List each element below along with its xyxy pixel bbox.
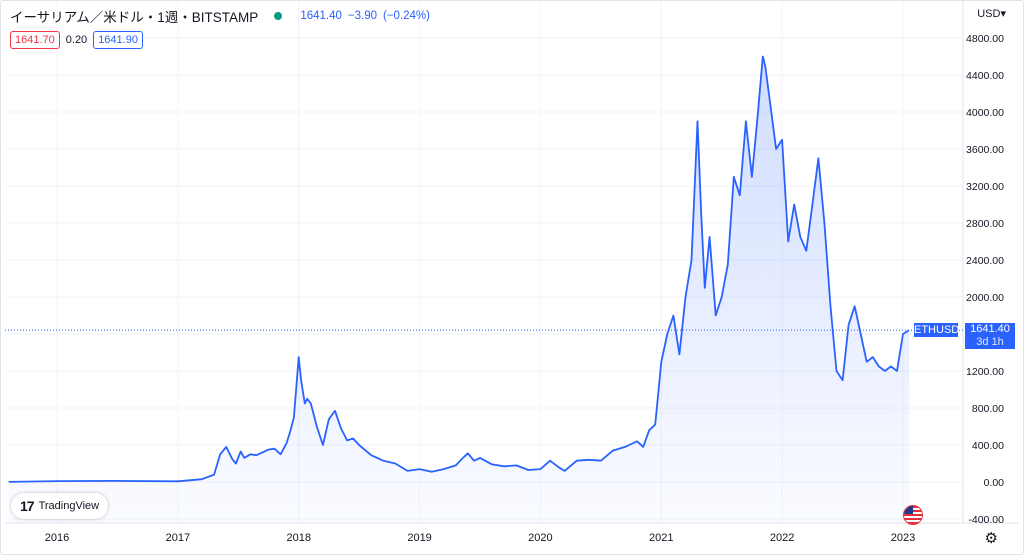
y-tick-label: 3200.00 — [966, 181, 1004, 193]
chart-header: イーサリアム／米ドル・1週・BITSTAMP 1641.40 −3.90 (−0… — [10, 6, 430, 26]
bar-countdown: 3d 1h — [976, 336, 1004, 348]
y-tick-label: 2800.00 — [966, 218, 1004, 230]
chevron-down-icon: ▾ — [1000, 8, 1006, 20]
x-tick-label: 2020 — [528, 532, 552, 544]
buy-button[interactable]: 1641.90 — [93, 31, 143, 49]
y-tick-label: 1200.00 — [966, 366, 1004, 378]
currency-menu[interactable]: USD▾ — [977, 7, 1006, 20]
area-fill — [8, 56, 909, 523]
x-tick-label: 2022 — [770, 532, 794, 544]
x-tick-label: 2019 — [407, 532, 431, 544]
y-tick-label: 3600.00 — [966, 144, 1004, 156]
tradingview-label: TradingView — [38, 500, 100, 512]
live-dot-icon — [274, 12, 283, 20]
gear-icon[interactable]: ⚙ — [984, 530, 998, 547]
symbol-tag: ETHUSD — [914, 323, 960, 337]
y-tick-label: 0.00 — [984, 477, 1005, 489]
y-tick-label: 2000.00 — [966, 292, 1004, 304]
spread-value: 0.20 — [65, 34, 88, 46]
currency-label: USD — [977, 8, 1001, 20]
y-tick-label: 400.00 — [972, 440, 1004, 452]
price-line — [8, 55, 910, 483]
bid-ask-panel: 1641.70 0.20 1641.90 — [10, 31, 143, 49]
us-flag-icon[interactable] — [903, 505, 923, 525]
y-tick-label: -400.00 — [968, 514, 1004, 526]
price-change-percent: (−0.24%) — [383, 10, 430, 22]
tradingview-logo-icon: 17 — [20, 498, 35, 514]
last-price: 1641.40 — [300, 10, 342, 22]
last-price-tag-value: 1641.40 — [970, 323, 1010, 335]
symbol-title[interactable]: イーサリアム／米ドル・1週・BITSTAMP — [10, 10, 259, 25]
last-price-tag: 1641.40 3d 1h — [965, 323, 1015, 349]
x-tick-label: 2016 — [45, 532, 69, 544]
price-change: −3.90 — [347, 10, 377, 22]
x-tick-label: 2021 — [649, 532, 673, 544]
y-tick-label: 4800.00 — [966, 33, 1004, 45]
y-tick-label: 4000.00 — [966, 107, 1004, 119]
y-tick-label: 2400.00 — [966, 255, 1004, 267]
x-tick-label: 2017 — [166, 532, 190, 544]
y-tick-label: 800.00 — [972, 403, 1004, 415]
x-tick-label: 2023 — [891, 532, 915, 544]
y-tick-label: 4400.00 — [966, 70, 1004, 82]
sell-button[interactable]: 1641.70 — [10, 31, 60, 49]
tradingview-badge[interactable]: 17 TradingView — [11, 493, 109, 519]
x-tick-label: 2018 — [286, 532, 310, 544]
